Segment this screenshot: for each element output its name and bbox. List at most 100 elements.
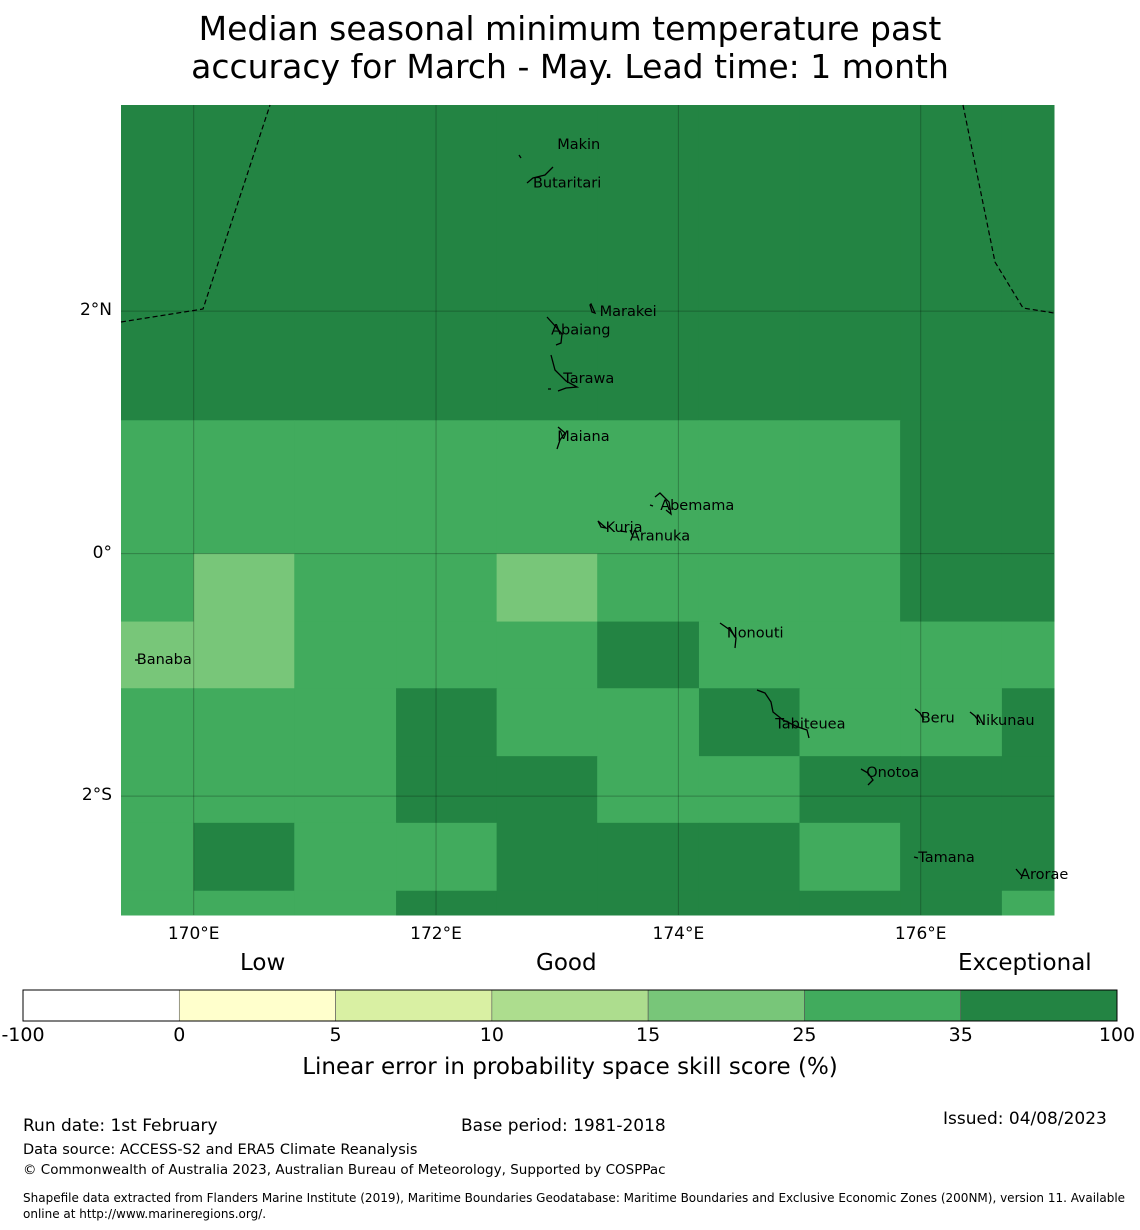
skill-cell	[396, 822, 498, 892]
skill-cell	[1001, 688, 1055, 757]
island-label: Makin	[557, 137, 600, 153]
skill-cell	[799, 621, 901, 689]
skill-cell	[396, 756, 498, 824]
skill-cell	[121, 822, 195, 892]
shapefile-credit-line-2: online at http://www.marineregions.org/.	[23, 1207, 267, 1221]
island-label: Nonouti	[727, 625, 784, 641]
skill-cell	[900, 890, 1003, 916]
skill-cell	[121, 688, 195, 757]
colorbar	[22, 989, 1118, 1022]
island-label: Onotoa	[866, 765, 919, 781]
skill-cell	[597, 420, 700, 555]
skill-cell	[496, 756, 598, 824]
island-label: Marakei	[600, 304, 657, 320]
skill-cell	[698, 105, 801, 421]
skill-cell	[900, 420, 1003, 555]
colorbar-swatch	[22, 989, 180, 1022]
x-tick-label: 174°E	[652, 924, 705, 944]
skill-cell	[396, 420, 498, 555]
tabiteuea-island-outline	[756, 689, 810, 739]
skill-cell	[799, 890, 901, 916]
skill-cell	[396, 553, 498, 623]
island-label: Butaritari	[533, 176, 601, 192]
copyright: © Commonwealth of Australia 2023, Austra…	[23, 1162, 666, 1178]
colorbar-tick-label: 5	[329, 1024, 342, 1046]
skill-cell	[698, 822, 801, 892]
colorbar-swatch	[804, 989, 962, 1022]
skill-cell	[799, 105, 901, 421]
skill-cell	[900, 105, 1003, 421]
skill-cell	[496, 621, 598, 689]
skill-cell	[396, 621, 498, 689]
skill-cell	[496, 105, 598, 421]
abemama-island-outline	[649, 492, 672, 516]
tamana-island-outline	[913, 856, 919, 859]
skill-cell	[597, 553, 700, 623]
colorbar-category-good: Good	[536, 950, 597, 976]
colorbar-frame	[22, 989, 1118, 1022]
skill-cell	[294, 890, 397, 916]
skill-cell	[121, 420, 195, 555]
colorbar-tick-label: 10	[479, 1024, 504, 1046]
skill-cell	[496, 822, 598, 892]
skill-cell	[698, 553, 801, 623]
colorbar-swatch	[960, 989, 1118, 1022]
island-label: Maiana	[557, 429, 609, 445]
skill-cell	[799, 553, 901, 623]
skill-cell	[900, 621, 1003, 689]
skill-cell	[294, 756, 397, 824]
skill-cell	[396, 688, 498, 757]
skill-cell	[294, 553, 397, 623]
island-label: Tarawa	[562, 371, 614, 387]
skill-cell	[193, 420, 295, 555]
graticule	[121, 105, 1054, 915]
skill-cell	[294, 688, 397, 757]
skill-cell	[1001, 420, 1055, 555]
island-label: Tabiteuea	[774, 716, 845, 732]
skill-cell	[396, 890, 498, 916]
skill-cell	[900, 756, 1003, 824]
skill-cell	[193, 688, 295, 757]
title-line-2: accuracy for March - May. Lead time: 1 m…	[191, 47, 949, 86]
onotoa-island-outline	[860, 768, 874, 786]
island-label: Beru	[921, 710, 955, 726]
skill-cell	[1001, 822, 1055, 892]
skill-cell	[193, 105, 295, 421]
colorbar-category-low: Low	[240, 950, 286, 976]
butaritari-island-outline	[526, 166, 554, 184]
skill-cell	[698, 621, 801, 689]
skill-cell	[799, 822, 901, 892]
skill-cell	[121, 756, 195, 824]
skill-cell	[799, 688, 901, 757]
colorbar-tick-label: 100	[1098, 1024, 1136, 1046]
aranuka-island-outline	[619, 529, 634, 537]
data-source: Data source: ACCESS-S2 and ERA5 Climate …	[23, 1142, 418, 1158]
skill-cell	[496, 553, 598, 623]
beru-island-outline	[914, 708, 925, 721]
kuria-island-outline	[597, 520, 609, 530]
x-tick-label: 176°E	[894, 924, 947, 944]
eez-boundary	[120, 104, 1055, 323]
skill-cell	[193, 621, 295, 689]
skill-cell	[294, 105, 397, 421]
island-label: Banaba	[137, 652, 192, 668]
colorbar-swatch	[178, 989, 336, 1022]
tarawa-island-outline	[548, 354, 580, 392]
island-labels: Makin Butaritari Marakei Abaiang Tarawa Maian…	[137, 137, 1069, 883]
skill-cell	[900, 688, 1003, 757]
skill-cell	[799, 756, 901, 824]
colorbar-swatch	[491, 989, 649, 1022]
skill-cell	[1001, 105, 1055, 421]
skill-cell	[1001, 890, 1055, 916]
island-label: Aranuka	[630, 528, 690, 544]
colorbar-label: Linear error in probability space skill …	[302, 1054, 838, 1080]
title-line-1: Median seasonal minimum temperature past	[198, 9, 942, 48]
skill-cell	[496, 688, 598, 757]
island-label: Nikunau	[975, 713, 1034, 729]
colorbar-swatch	[335, 989, 493, 1022]
skill-cell	[1001, 621, 1055, 689]
skill-grid	[121, 105, 1055, 916]
skill-cell	[698, 890, 801, 916]
y-tick-label: 2°N	[79, 300, 112, 321]
